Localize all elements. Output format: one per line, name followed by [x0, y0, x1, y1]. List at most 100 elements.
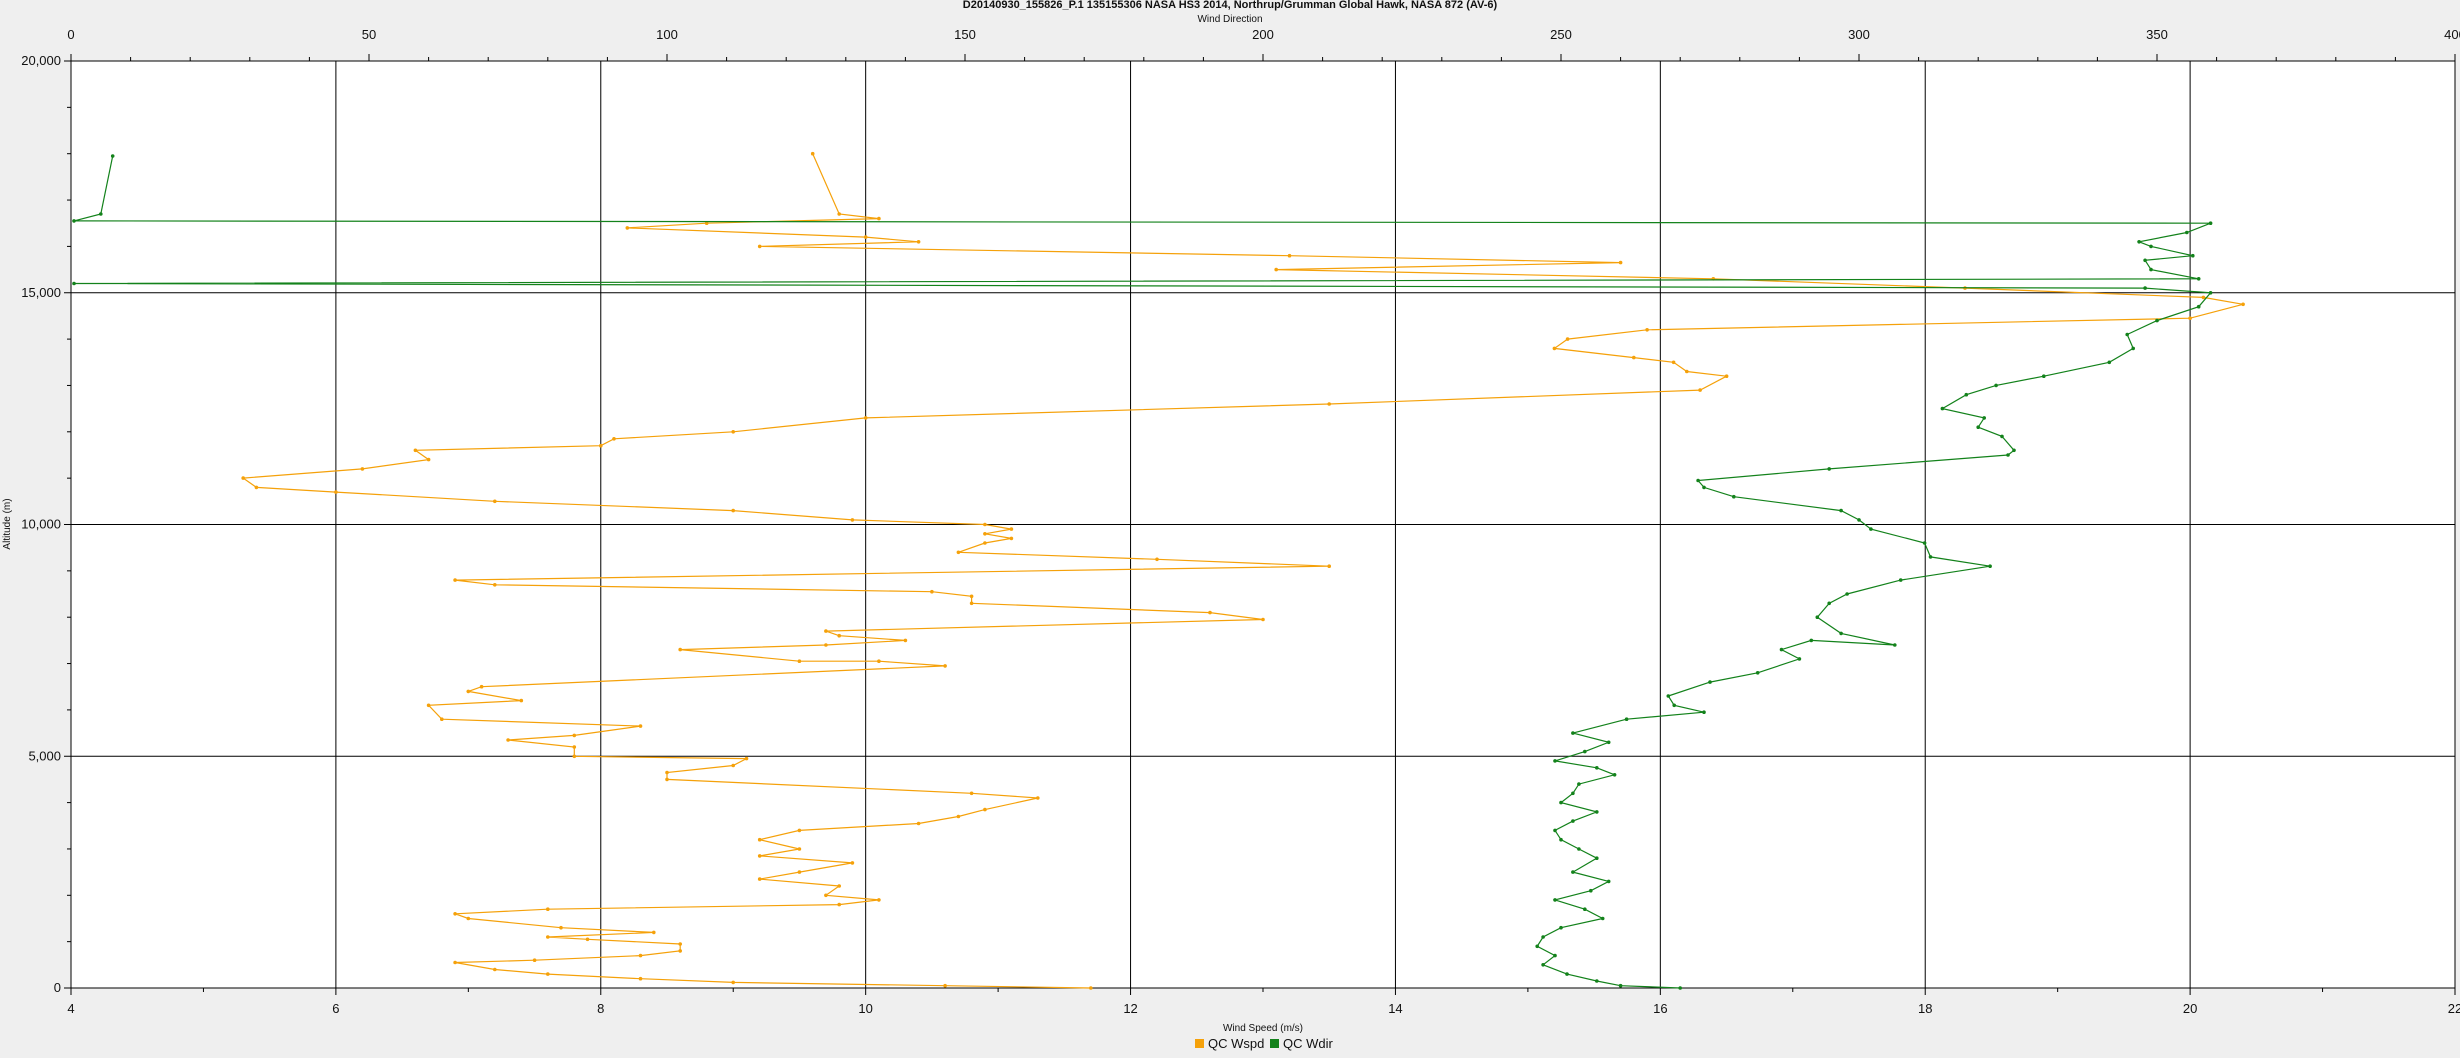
data-point	[969, 601, 974, 606]
data-point	[413, 448, 418, 453]
data-point	[1940, 406, 1945, 411]
data-point	[572, 745, 577, 749]
data-point	[1893, 643, 1897, 647]
data-point	[930, 589, 934, 594]
data-point	[1036, 796, 1040, 800]
data-point	[1815, 615, 1820, 619]
data-point	[837, 884, 841, 888]
data-point	[1583, 749, 1587, 754]
altitude-axis-label: Altitude (m)	[2, 498, 13, 549]
data-point	[665, 770, 669, 775]
data-point	[440, 717, 444, 721]
data-point	[956, 814, 961, 819]
data-point	[1559, 837, 1563, 842]
data-point	[1553, 953, 1557, 958]
data-point	[532, 958, 537, 962]
data-point	[1708, 680, 1712, 684]
data-point	[2201, 295, 2206, 300]
data-point	[797, 847, 802, 851]
data-point	[1595, 766, 1599, 770]
data-point	[1827, 601, 1831, 606]
data-point	[797, 870, 802, 874]
data-point	[1009, 536, 1014, 541]
data-point	[678, 942, 682, 946]
data-point	[810, 151, 815, 156]
data-point	[426, 457, 431, 462]
data-point	[1612, 773, 1617, 777]
data-point	[72, 281, 76, 286]
data-point	[969, 791, 974, 796]
data-point	[546, 972, 550, 976]
data-point	[1577, 782, 1581, 786]
data-point	[983, 522, 987, 527]
y-tick-label: 5,000	[28, 748, 61, 763]
data-point	[1827, 467, 1831, 471]
data-point	[1571, 819, 1575, 823]
data-point	[1552, 346, 1557, 351]
data-point	[2042, 374, 2046, 379]
data-point	[983, 532, 987, 536]
data-point	[1208, 610, 1212, 615]
data-point	[903, 638, 908, 643]
legend-label: QC Wdir	[1283, 1036, 1334, 1051]
data-point	[731, 508, 735, 513]
data-point	[943, 983, 947, 988]
x-tick-label: 18	[1918, 1001, 1932, 1016]
data-point	[2006, 453, 2010, 457]
data-point	[2149, 244, 2153, 249]
wind-speed-axis-label: Wind Speed (m/s)	[1223, 1023, 1303, 1034]
legend: QC Wspd QC Wdir	[1195, 1036, 1334, 1051]
wind-direction-axis-label: Wind Direction	[1197, 14, 1262, 25]
data-point	[638, 953, 643, 958]
data-point	[2196, 304, 2201, 309]
data-point	[1671, 360, 1676, 365]
legend-swatch	[1195, 1039, 1204, 1048]
data-point	[824, 643, 828, 647]
data-point	[1327, 564, 1331, 568]
x2-tick-label: 200	[1252, 27, 1274, 42]
data-point	[2131, 346, 2135, 351]
data-point	[2107, 360, 2112, 365]
data-point	[1632, 355, 1636, 360]
data-point	[241, 476, 245, 480]
data-point	[837, 212, 841, 216]
data-point	[1595, 979, 1599, 983]
data-point	[1553, 828, 1557, 833]
data-point	[2208, 291, 2213, 295]
data-point	[1928, 555, 1933, 559]
data-point	[1595, 856, 1599, 860]
data-point	[1618, 983, 1623, 988]
x2-tick-label: 400	[2444, 27, 2460, 42]
data-point	[99, 212, 103, 216]
data-point	[2155, 318, 2159, 323]
data-point	[1571, 791, 1575, 796]
data-point	[493, 499, 497, 504]
data-point	[599, 443, 603, 448]
data-point	[1009, 527, 1014, 531]
x-tick-label: 14	[1388, 1001, 1402, 1016]
x2-tick-label: 50	[362, 27, 376, 42]
data-point	[757, 837, 762, 842]
data-point	[1571, 731, 1575, 735]
data-point	[969, 594, 974, 599]
data-point	[1261, 617, 1265, 622]
data-point	[1724, 374, 1729, 379]
data-point	[1535, 944, 1539, 949]
data-point	[824, 893, 828, 898]
data-point	[1964, 392, 1969, 397]
wind-direction-series	[72, 154, 2213, 990]
data-point	[625, 226, 630, 230]
y-tick-label: 15,000	[21, 285, 61, 300]
x-tick-label: 6	[332, 1001, 339, 1016]
data-point	[1869, 527, 1873, 531]
data-point	[2185, 230, 2189, 235]
data-point	[2208, 221, 2213, 225]
data-point	[877, 898, 881, 902]
data-point	[572, 754, 577, 759]
data-point	[757, 244, 762, 249]
x2-tick-label: 300	[1848, 27, 1870, 42]
data-point	[72, 219, 76, 223]
x2-tick-label: 250	[1550, 27, 1572, 42]
data-point	[678, 949, 682, 953]
data-point	[1583, 907, 1587, 911]
